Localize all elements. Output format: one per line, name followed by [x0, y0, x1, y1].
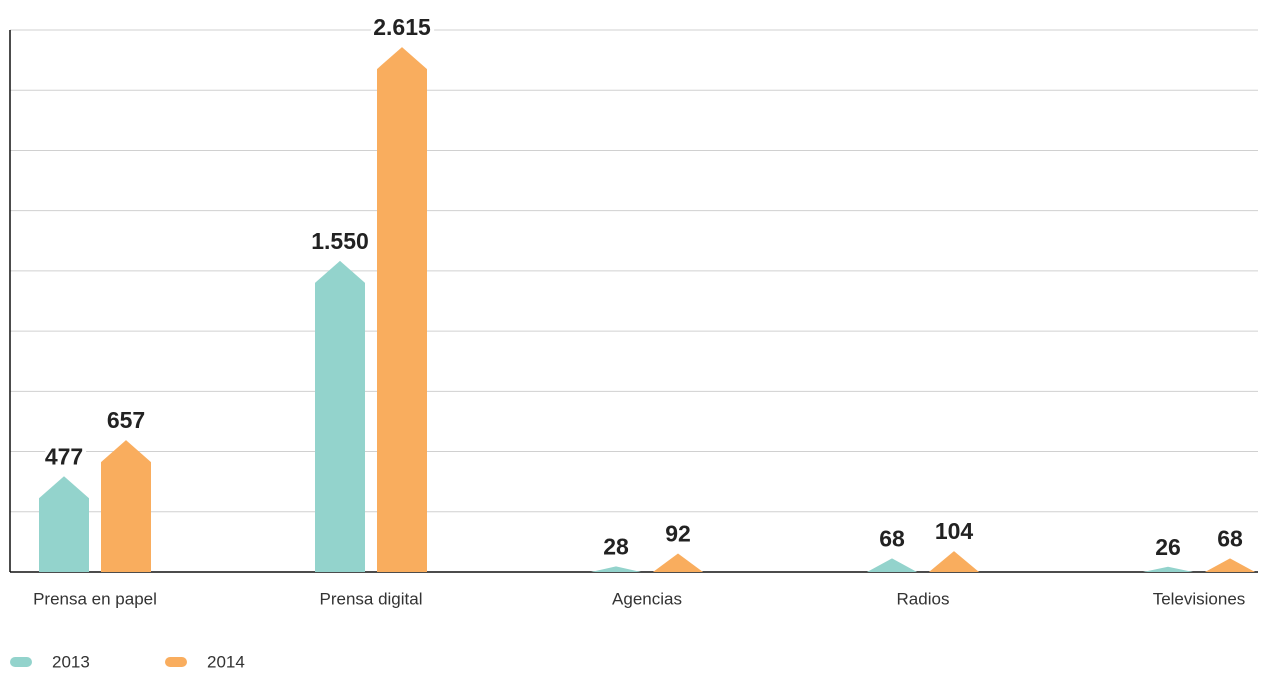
bar: [591, 566, 641, 572]
x-tick-label: Prensa en papel: [33, 589, 157, 608]
bar: [929, 551, 979, 572]
x-tick-label: Radios: [897, 589, 950, 608]
data-label: 1.550: [311, 228, 369, 254]
bar: [867, 558, 917, 572]
data-label: 92: [665, 521, 691, 547]
bar: [315, 260, 365, 572]
legend-marker: [165, 657, 187, 667]
bar: [1143, 566, 1193, 572]
legend-label: 2014: [207, 652, 245, 671]
data-label: 104: [935, 518, 974, 544]
bar: [1205, 558, 1255, 572]
x-tick-label: Televisiones: [1153, 589, 1246, 608]
bar: [101, 440, 151, 572]
data-label: 28: [603, 533, 629, 559]
bar: [39, 476, 89, 572]
legend-label: 2013: [52, 652, 90, 671]
data-label: 68: [879, 525, 905, 551]
legend-marker: [10, 657, 32, 667]
data-label: 68: [1217, 525, 1243, 551]
bar: [377, 47, 427, 572]
x-tick-label: Prensa digital: [319, 589, 422, 608]
data-label: 2.615: [373, 14, 431, 40]
data-label: 477: [45, 443, 83, 469]
x-tick-label: Agencias: [612, 589, 682, 608]
data-label: 657: [107, 407, 145, 433]
data-label: 26: [1155, 534, 1181, 560]
bar: [653, 553, 703, 572]
